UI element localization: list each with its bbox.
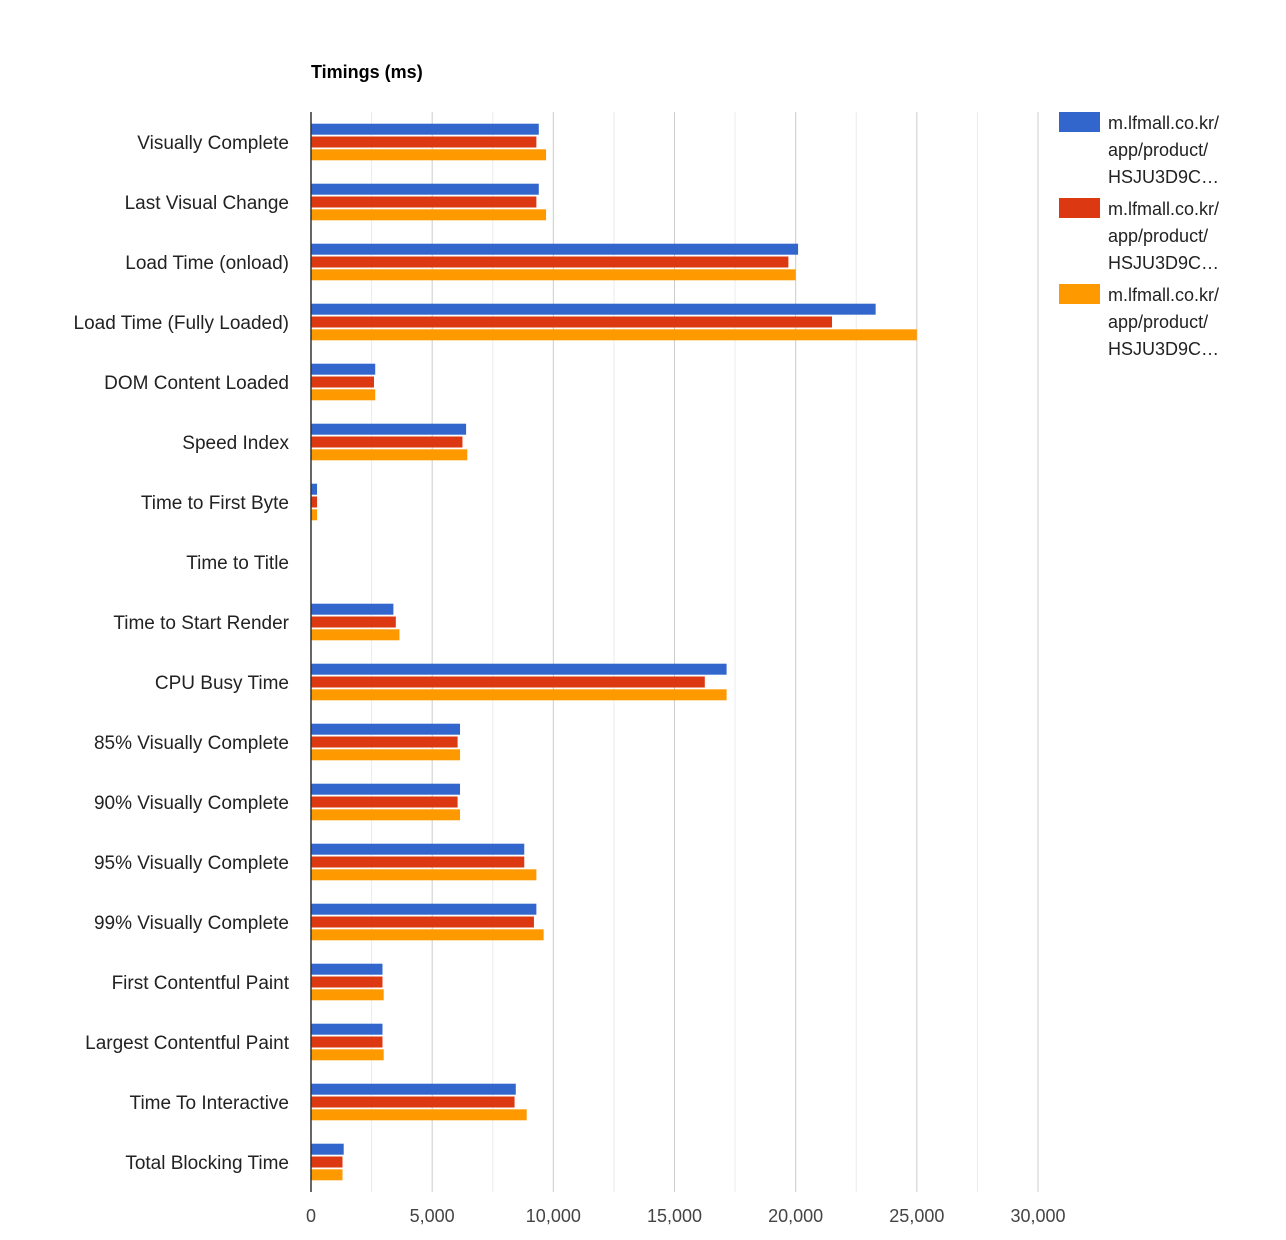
bar[interactable] xyxy=(311,989,384,1001)
category-label: Load Time (Fully Loaded) xyxy=(74,313,289,334)
bar[interactable] xyxy=(311,436,463,448)
bar[interactable] xyxy=(311,809,461,821)
category-label: CPU Busy Time xyxy=(155,673,289,694)
bar[interactable] xyxy=(311,243,799,255)
x-tick-label: 10,000 xyxy=(526,1206,581,1226)
legend-swatch xyxy=(1059,198,1100,218)
tick-labels: 0 5,000 10,000 15,000 20,000 25,000 30,000 xyxy=(306,1206,1066,1226)
bar[interactable] xyxy=(311,929,544,941)
legend-swatch xyxy=(1059,112,1100,132)
bar[interactable] xyxy=(311,1036,383,1048)
bar[interactable] xyxy=(311,629,400,641)
bar[interactable] xyxy=(311,183,539,195)
bar[interactable] xyxy=(311,423,467,435)
legend-label: app/product/ xyxy=(1108,140,1208,160)
bars xyxy=(311,123,917,1181)
bar[interactable] xyxy=(311,136,537,148)
bar[interactable] xyxy=(311,616,396,628)
bar[interactable] xyxy=(311,509,318,521)
chart-title: Timings (ms) xyxy=(311,62,423,82)
category-label: Total Blocking Time xyxy=(125,1153,289,1174)
bar[interactable] xyxy=(311,209,547,221)
bar[interactable] xyxy=(311,123,539,135)
bar[interactable] xyxy=(311,603,394,615)
bar[interactable] xyxy=(311,869,537,881)
category-label: 85% Visually Complete xyxy=(94,733,289,754)
bar[interactable] xyxy=(311,196,537,208)
category-label: Load Time (onload) xyxy=(125,253,289,274)
x-tick-label: 20,000 xyxy=(768,1206,823,1226)
bar[interactable] xyxy=(311,676,705,688)
grid-lines xyxy=(371,112,1039,1192)
category-label: Speed Index xyxy=(182,433,289,454)
x-tick-label: 0 xyxy=(306,1206,316,1226)
legend-label: HSJU3D9C… xyxy=(1108,167,1219,187)
category-label: Time to First Byte xyxy=(141,493,289,514)
bar[interactable] xyxy=(311,916,534,928)
category-label: Time to Start Render xyxy=(113,613,289,634)
legend-swatch xyxy=(1059,284,1100,304)
bar[interactable] xyxy=(311,1143,344,1155)
bar[interactable] xyxy=(311,976,383,988)
bar[interactable] xyxy=(311,449,468,461)
bar[interactable] xyxy=(311,483,318,495)
bar[interactable] xyxy=(311,749,461,761)
bar[interactable] xyxy=(311,1169,343,1181)
bar[interactable] xyxy=(311,269,796,281)
bar[interactable] xyxy=(311,363,376,375)
x-tick-label: 5,000 xyxy=(410,1206,455,1226)
legend-label: m.lfmall.co.kr/ xyxy=(1108,285,1219,305)
x-tick-label: 15,000 xyxy=(647,1206,702,1226)
bar[interactable] xyxy=(311,316,833,328)
bar[interactable] xyxy=(311,329,917,341)
bar[interactable] xyxy=(311,736,458,748)
bar[interactable] xyxy=(311,376,375,388)
bar[interactable] xyxy=(311,856,525,868)
bar[interactable] xyxy=(311,963,383,975)
bar[interactable] xyxy=(311,1049,384,1061)
bar[interactable] xyxy=(311,303,876,315)
bar[interactable] xyxy=(311,496,318,508)
legend-label: app/product/ xyxy=(1108,312,1208,332)
legend-label: m.lfmall.co.kr/ xyxy=(1108,199,1219,219)
category-label: Time To Interactive xyxy=(130,1093,289,1114)
bar[interactable] xyxy=(311,663,727,675)
bar[interactable] xyxy=(311,1109,527,1121)
bar[interactable] xyxy=(311,843,525,855)
category-label: Last Visual Change xyxy=(125,193,289,214)
category-label: Time to Title xyxy=(186,553,289,574)
category-label: 95% Visually Complete xyxy=(94,853,289,874)
bar[interactable] xyxy=(311,796,458,808)
category-label: Visually Complete xyxy=(137,133,289,154)
category-label: 90% Visually Complete xyxy=(94,793,289,814)
bar[interactable] xyxy=(311,903,537,915)
category-label: 99% Visually Complete xyxy=(94,913,289,934)
bar[interactable] xyxy=(311,1096,515,1108)
bar[interactable] xyxy=(311,149,547,161)
x-tick-label: 25,000 xyxy=(889,1206,944,1226)
x-tick-label: 30,000 xyxy=(1010,1206,1065,1226)
legend-label: app/product/ xyxy=(1108,226,1208,246)
bar[interactable] xyxy=(311,783,461,795)
bar[interactable] xyxy=(311,723,461,735)
category-label: First Contentful Paint xyxy=(112,973,290,994)
legend: m.lfmall.co.kr/app/product/HSJU3D9C… m.lf… xyxy=(1059,112,1219,359)
category-label: Largest Contentful Paint xyxy=(85,1033,290,1054)
category-labels: Visually Complete Last Visual Change Load … xyxy=(74,133,290,1174)
category-label: DOM Content Loaded xyxy=(104,373,289,394)
bar[interactable] xyxy=(311,689,727,701)
legend-label: m.lfmall.co.kr/ xyxy=(1108,113,1219,133)
bar[interactable] xyxy=(311,1083,516,1095)
bar[interactable] xyxy=(311,256,789,268)
legend-label: HSJU3D9C… xyxy=(1108,339,1219,359)
bar[interactable] xyxy=(311,1156,343,1168)
bar[interactable] xyxy=(311,1023,383,1035)
legend-label: HSJU3D9C… xyxy=(1108,253,1219,273)
bar[interactable] xyxy=(311,389,376,401)
